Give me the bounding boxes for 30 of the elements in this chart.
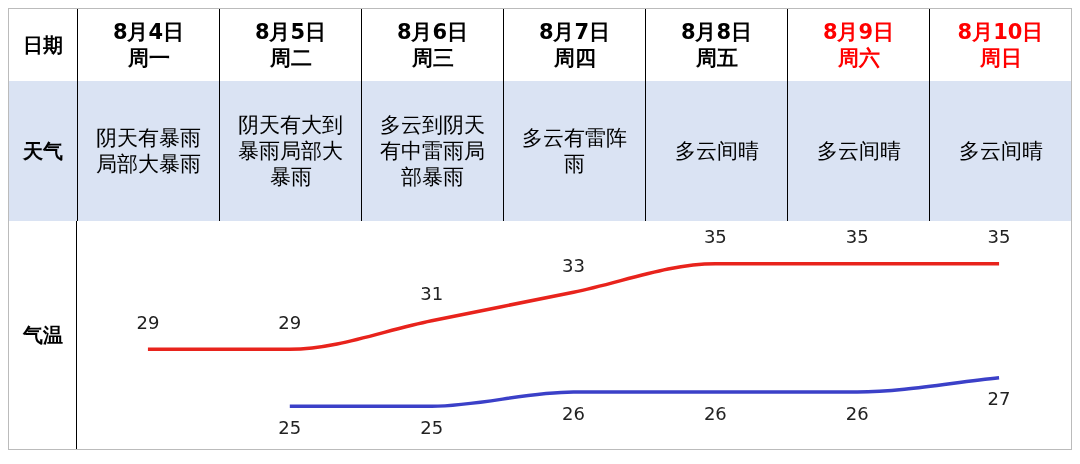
text: 多云间晴 (673, 137, 760, 165)
text: 日期 (22, 31, 64, 59)
text: 多云到阴天有中雷雨局部暴雨 (379, 111, 486, 191)
data-label: 26 (845, 402, 869, 424)
x-tick-label: 8月5日周二 (253, 18, 328, 72)
data-label: 35 (703, 226, 727, 248)
x-tick-label: 8月8日周五 (679, 18, 754, 72)
x-tick-label: 8月10日周日 (956, 18, 1045, 72)
text: 阴天有暴雨局部大暴雨 (95, 124, 202, 178)
data-label: 25 (420, 416, 444, 438)
text: 气温 (9, 221, 77, 449)
data-label: 26 (703, 402, 727, 424)
data-label: 35 (845, 226, 869, 248)
x-tick-label: 8月6日周三 (395, 18, 470, 72)
data-label: 35 (987, 226, 1011, 248)
text: 多云有雷阵雨 (521, 124, 628, 178)
data-label: 27 (987, 388, 1011, 410)
data-label: 29 (278, 311, 302, 333)
x-tick-label: 8月7日周四 (537, 18, 612, 72)
x-tick-label: 8月9日周六 (821, 18, 896, 72)
data-label: 29 (136, 311, 160, 333)
data-label: 33 (562, 254, 585, 276)
text: 阴天有大到暴雨局部大暴雨 (237, 111, 344, 191)
data-label: 25 (278, 416, 302, 438)
text: 多云间晴 (815, 137, 902, 165)
text: 天气 (22, 137, 64, 165)
text: 多云间晴 (957, 137, 1044, 165)
x-tick-label: 8月4日周一 (111, 18, 186, 72)
data-label: 26 (562, 402, 585, 424)
data-label: 31 (420, 283, 444, 305)
